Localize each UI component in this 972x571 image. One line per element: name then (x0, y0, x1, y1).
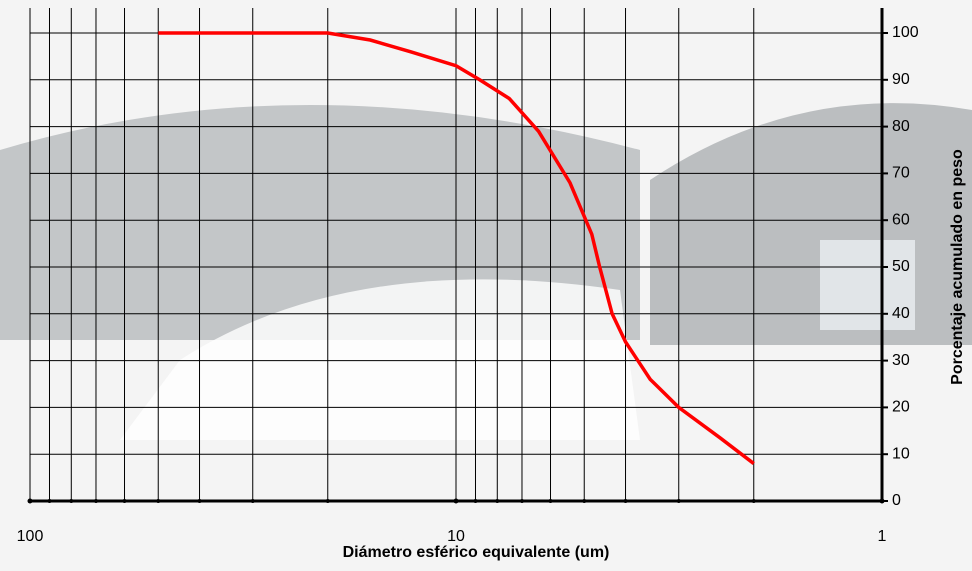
x-tick-label: 1 (878, 528, 887, 545)
y-tick-label: 60 (892, 211, 910, 228)
y-tick-label: 80 (892, 118, 910, 135)
y-tick-label: 70 (892, 165, 910, 182)
y-tick-label: 40 (892, 305, 910, 322)
y-axis-label: Porcentaje acumulado en peso (949, 149, 966, 385)
x-tick-label: 100 (17, 528, 44, 545)
x-tick-label: 10 (447, 528, 465, 545)
data-line (158, 31, 755, 465)
y-tick-label: 30 (892, 352, 910, 369)
y-tick-label: 100 (892, 24, 919, 41)
y-tick-label: 0 (892, 492, 901, 509)
y-tick-label: 10 (892, 445, 910, 462)
y-tick-label: 50 (892, 258, 910, 275)
y-tick-label: 20 (892, 399, 910, 416)
y-tick-label: 90 (892, 71, 910, 88)
x-axis-label: Diámetro esférico equivalente (um) (343, 544, 610, 561)
